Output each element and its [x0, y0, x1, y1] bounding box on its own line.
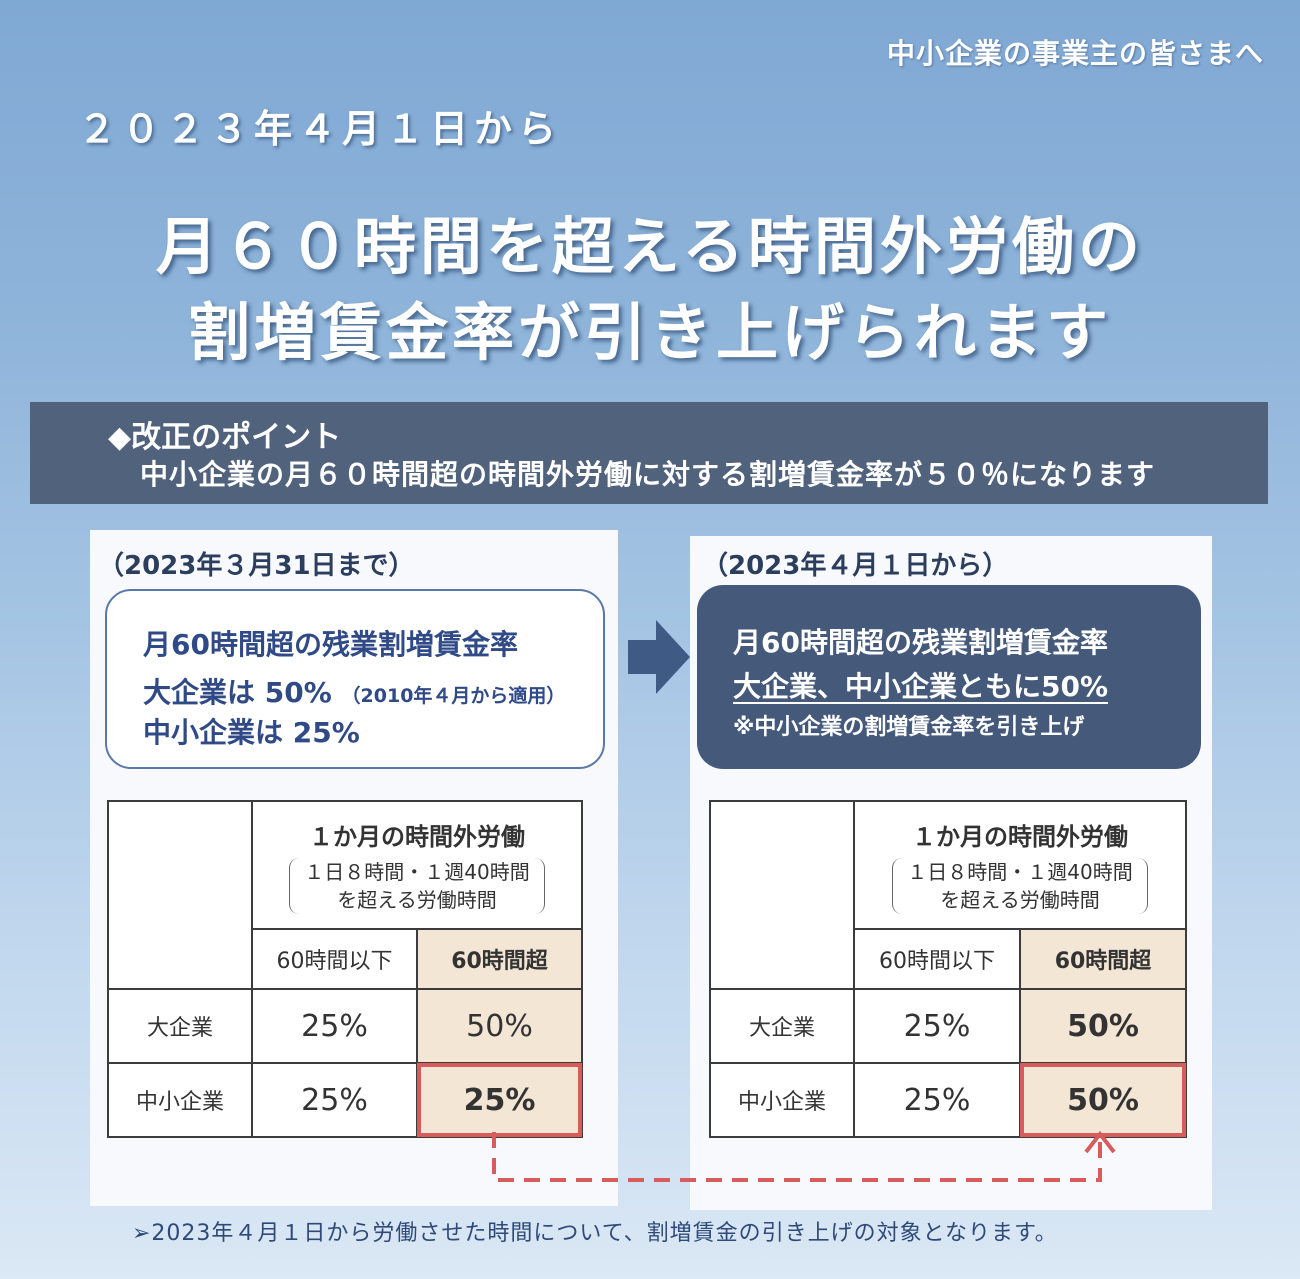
revision-point-title: ◆改正のポイント [108, 420, 342, 455]
after-large-under: 25% [853, 988, 1021, 1064]
after-summary-box: 月60時間超の残業割増賃金率 大企業、中小企業ともに50% ※中小企業の割増賃金… [697, 585, 1201, 769]
before-header-note-2: を超える労働時間 [337, 887, 497, 912]
before-rate-table: １か月の時間外労働 １日８時間・１週40時間 を超える労働時間 60時間以下 6… [107, 800, 584, 1138]
after-rate-table: １か月の時間外労働 １日８時間・１週40時間 を超える労働時間 60時間以下 6… [709, 800, 1188, 1138]
before-row-label-sme: 中小企業 [107, 1062, 253, 1138]
after-large-over: 50% [1018, 988, 1188, 1064]
before-sme-under: 25% [251, 1062, 418, 1138]
after-col-over: 60時間超 [1018, 928, 1188, 990]
after-header-title: １か月の時間外労働 [912, 822, 1128, 851]
audience-heading: 中小企業の事業主の皆さまへ [886, 37, 1264, 70]
right-arrow-icon [628, 620, 690, 694]
before-large-rate: 大企業は 50% [143, 676, 332, 709]
before-table-header: １か月の時間外労働 １日８時間・１週40時間 を超える労働時間 [250, 800, 584, 929]
after-row-label-large: 大企業 [709, 988, 855, 1064]
after-col-under: 60時間以下 [853, 928, 1021, 990]
footnote: ➢2023年４月１日から労働させた時間について、割増賃金の引き上げの対象となりま… [132, 1221, 1058, 1246]
before-large-under: 25% [251, 988, 418, 1064]
before-col-under: 60時間以下 [251, 928, 418, 990]
after-header-note: １日８時間・１週40時間 を超える労働時間 [892, 857, 1148, 914]
before-sme-over: 25% [415, 1062, 584, 1138]
after-summary-line-2: 大企業、中小企業ともに50% [733, 670, 1109, 703]
after-row-label-sme: 中小企業 [709, 1062, 855, 1138]
after-period: （2023年４月１日から） [702, 551, 1009, 581]
before-large-note: （2010年４月から適用） [341, 685, 566, 707]
after-sme-under: 25% [853, 1062, 1021, 1138]
dashed-connector-arrow [492, 1130, 1116, 1182]
after-table-header: １か月の時間外労働 １日８時間・１週40時間 を超える労働時間 [852, 800, 1188, 929]
before-row-label-large: 大企業 [107, 988, 253, 1064]
before-header-title: １か月の時間外労働 [309, 822, 525, 851]
effective-date: ２０２３年４月１日から [78, 107, 563, 151]
after-summary-line-1: 月60時間超の残業割増賃金率 [733, 626, 1108, 659]
before-summary-line-2: 大企業は 50% （2010年４月から適用） [143, 671, 565, 711]
after-sme-over: 50% [1018, 1062, 1188, 1138]
before-period: （2023年３月31日まで） [98, 551, 415, 581]
revision-point-text: 中小企業の月６０時間超の時間外労働に対する割増賃金率が５０％になります [140, 458, 1156, 491]
before-header-note: １日８時間・１週40時間 を超える労働時間 [289, 857, 545, 914]
before-header-note-1: １日８時間・１週40時間 [304, 859, 530, 884]
before-table-corner [107, 800, 253, 990]
revision-point-band [30, 402, 1268, 504]
after-header-note-2: を超える労働時間 [940, 887, 1100, 912]
headline-line-1: 月６０時間を超える時間外労働の [155, 210, 1145, 283]
headline-line-2: 割増賃金率が引き上げられます [187, 296, 1112, 369]
before-summary-line-3: 中小企業は 25% [143, 716, 360, 749]
before-summary-box: 月60時間超の残業割増賃金率 大企業は 50% （2010年４月から適用） 中小… [105, 589, 605, 769]
after-summary-line-3: ※中小企業の割増賃金率を引き上げ [733, 715, 1085, 740]
before-col-over: 60時間超 [415, 928, 584, 990]
before-summary-line-1: 月60時間超の残業割増賃金率 [143, 628, 518, 661]
after-table-corner [709, 800, 855, 990]
before-large-over: 50% [415, 988, 584, 1064]
after-header-note-1: １日８時間・１週40時間 [907, 859, 1133, 884]
